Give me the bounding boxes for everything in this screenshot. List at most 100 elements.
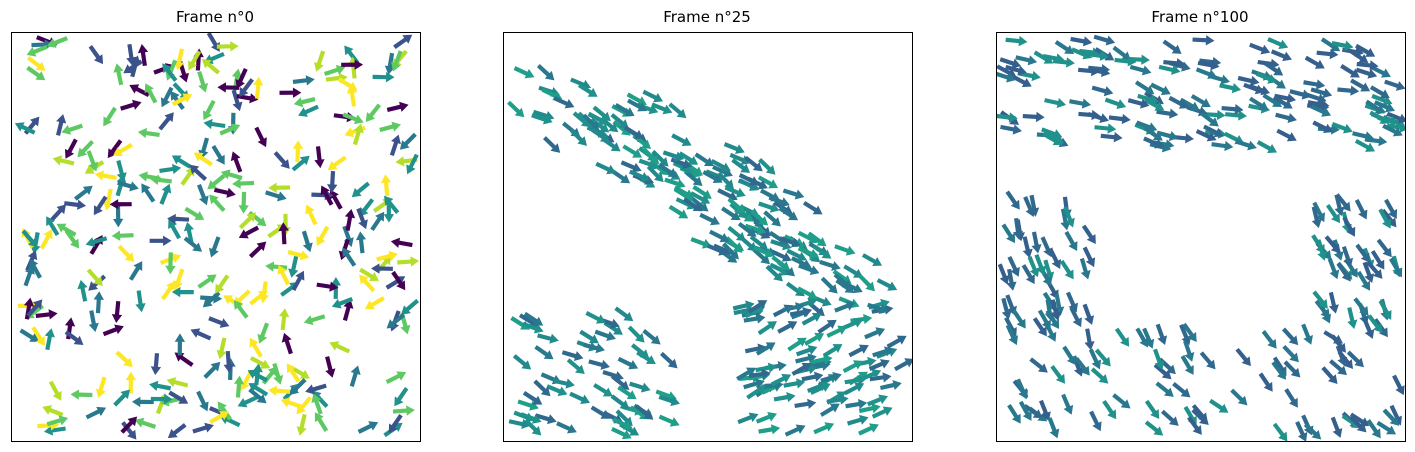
quiver-arrow <box>612 120 631 136</box>
quiver-arrow <box>331 297 354 309</box>
quiver-arrow <box>617 356 639 370</box>
quiver-arrow <box>791 362 812 376</box>
quiver-arrow <box>1037 309 1051 330</box>
quiver-arrow <box>1336 262 1351 282</box>
quiver-arrow <box>233 300 249 319</box>
quiver-arrow <box>203 361 221 379</box>
quiver-arrow <box>1059 259 1074 280</box>
quiver-arrow <box>278 308 290 331</box>
quiver-arrow <box>707 243 729 256</box>
quiver-arrows <box>997 34 1405 441</box>
quiver-arrow <box>1060 208 1071 231</box>
quiver-arrow <box>626 98 648 112</box>
quiver-arrow <box>1199 351 1216 370</box>
quiver-arrow <box>231 89 243 112</box>
quiver-arrow <box>1258 372 1273 392</box>
quiver-arrow <box>314 412 329 432</box>
quiver-arrow <box>316 281 339 292</box>
quiver-arrow <box>94 170 117 181</box>
quiver-arrow <box>359 267 380 281</box>
quiver-arrow <box>1304 55 1325 69</box>
quiver-arrow <box>1356 270 1370 291</box>
quiver-arrow <box>357 421 379 434</box>
quiver-arrow <box>999 57 1022 69</box>
quiver-arrow <box>289 378 307 396</box>
quiver-arrow <box>748 368 771 380</box>
quiver-arrow <box>614 103 635 117</box>
quiver-arrow <box>279 87 302 98</box>
quiver-arrow <box>383 200 395 223</box>
quiver-arrow <box>1307 99 1330 110</box>
quiver-arrow <box>1032 317 1047 337</box>
quiver-arrow <box>123 59 143 74</box>
quiver-arrow <box>737 221 757 237</box>
quiver-arrow <box>52 155 75 166</box>
quiver-arrow <box>1089 410 1102 432</box>
quiver-arrow <box>298 104 319 117</box>
quiver-arrow <box>168 390 189 404</box>
quiver-arrow <box>721 206 741 221</box>
quiver-arrow <box>291 270 305 291</box>
quiver-arrow <box>804 332 825 346</box>
quiver-arrow <box>1282 344 1299 363</box>
quiver-arrow <box>64 229 80 249</box>
quiver-arrow <box>759 188 781 202</box>
quiver-arrow <box>21 229 38 248</box>
quiver-arrow <box>612 417 633 430</box>
quiver-arrow <box>392 405 415 416</box>
quiver-arrow <box>192 422 214 434</box>
quiver-arrow <box>389 134 401 156</box>
quiver-arrow <box>546 384 568 397</box>
quiver-arrow <box>569 391 590 404</box>
quiver-arrow <box>1183 340 1195 362</box>
quiver-arrow <box>533 379 551 397</box>
quiver-arrow <box>220 169 243 181</box>
quiver-arrow <box>602 370 624 381</box>
quiver-arrow <box>1134 80 1155 95</box>
quiver-arrow <box>690 237 712 249</box>
quiver-arrow <box>235 68 248 89</box>
quiver-arrow <box>1349 415 1367 433</box>
quiver-arrow <box>1334 194 1345 217</box>
quiver-arrow <box>590 117 610 133</box>
quiver-arrow <box>268 182 291 193</box>
quiver-arrow <box>689 196 709 212</box>
quiver-arrow <box>779 236 801 248</box>
quiver-arrow <box>729 152 751 165</box>
quiver-arrow <box>744 155 763 172</box>
quiver-arrow <box>1330 416 1343 438</box>
quiver-arrow <box>46 36 69 48</box>
quiver-arrow <box>1084 328 1095 351</box>
quiver-arrow <box>1200 111 1219 127</box>
quiver-arrow <box>26 299 43 318</box>
quiver-arrow <box>1350 78 1371 92</box>
quiver-plot-area <box>996 32 1406 442</box>
quiver-arrow <box>1078 109 1101 121</box>
quiver-arrow <box>1323 330 1344 344</box>
quiver-arrow <box>1094 348 1111 367</box>
quiver-arrow <box>1061 393 1074 415</box>
quiver-arrow <box>997 263 1010 285</box>
quiver-arrow <box>1203 109 1226 121</box>
quiver-arrow <box>1143 126 1163 141</box>
quiver-arrow <box>359 274 376 293</box>
quiver-arrow <box>1047 417 1060 439</box>
quiver-arrow <box>209 411 230 425</box>
quiver-arrow <box>655 389 677 401</box>
quiver-arrow <box>1023 403 1043 419</box>
quiver-arrow <box>385 371 407 384</box>
quiver-arrow <box>1312 120 1333 134</box>
quiver-arrow <box>1086 50 1109 61</box>
quiver-arrow <box>572 111 591 128</box>
quiver-arrow <box>64 138 78 159</box>
quiver-arrow <box>1312 290 1328 309</box>
quiver-arrow <box>1303 422 1322 440</box>
quiver-arrow <box>787 337 807 352</box>
quiver-arrow <box>1384 198 1398 219</box>
quiver-arrow <box>14 122 36 135</box>
quiver-arrow <box>1093 34 1116 46</box>
quiver-arrow <box>394 386 409 407</box>
quiver-arrow <box>46 415 69 427</box>
quiver-arrow <box>171 93 193 107</box>
quiver-arrow <box>254 126 267 148</box>
